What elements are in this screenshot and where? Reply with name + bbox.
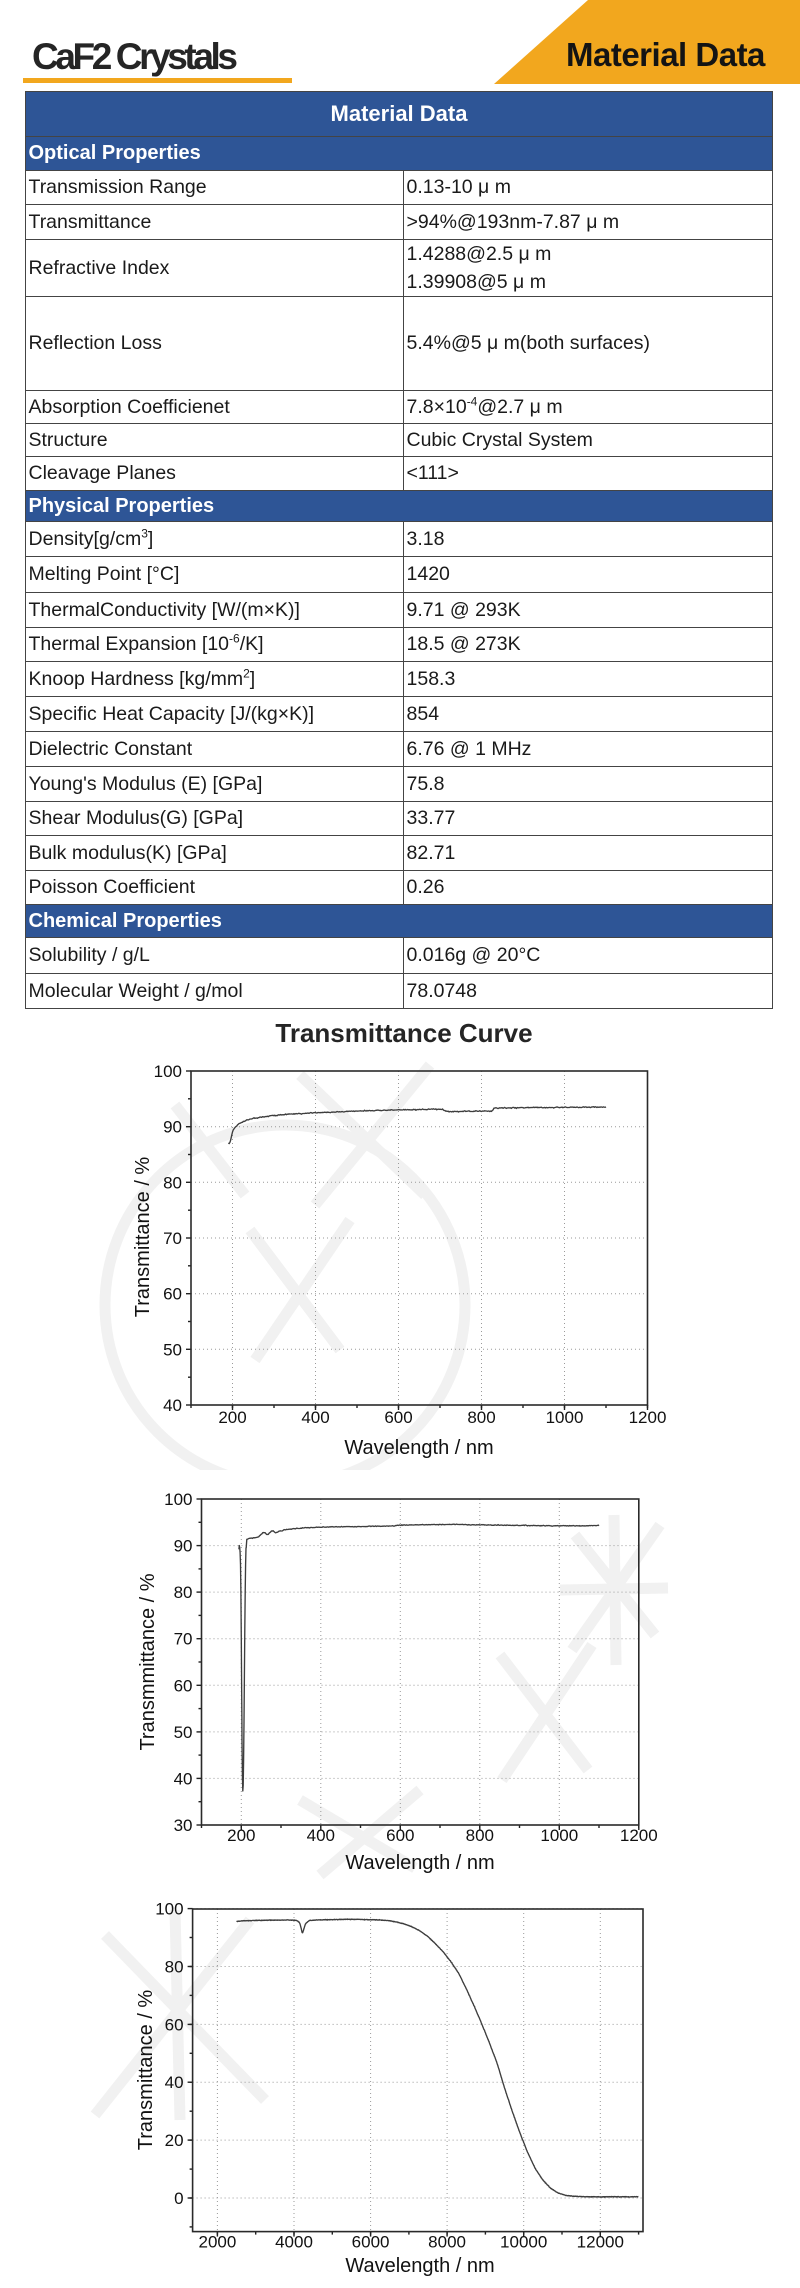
svg-text:200: 200 (218, 1408, 246, 1427)
svg-text:100: 100 (164, 1490, 192, 1509)
svg-text:30: 30 (174, 1816, 193, 1835)
svg-text:4000: 4000 (275, 2233, 313, 2252)
svg-text:Wavelength / nm: Wavelength / nm (345, 1852, 494, 1874)
svg-text:80: 80 (163, 1173, 182, 1192)
svg-text:600: 600 (386, 1826, 414, 1845)
svg-text:400: 400 (307, 1826, 335, 1845)
svg-text:90: 90 (174, 1537, 193, 1556)
svg-text:70: 70 (174, 1630, 193, 1649)
svg-text:40: 40 (163, 1396, 182, 1415)
svg-text:200: 200 (227, 1826, 255, 1845)
svg-text:800: 800 (466, 1826, 494, 1845)
svg-text:70: 70 (163, 1229, 182, 1248)
svg-text:12000: 12000 (577, 2233, 624, 2252)
svg-text:600: 600 (384, 1408, 412, 1427)
svg-text:60: 60 (165, 2015, 184, 2034)
svg-text:100: 100 (154, 1062, 182, 1081)
svg-text:0: 0 (174, 2189, 183, 2208)
svg-text:Transmittance / %: Transmittance / % (135, 1990, 157, 2151)
svg-text:40: 40 (174, 1769, 193, 1788)
svg-text:20: 20 (165, 2131, 184, 2150)
svg-text:2000: 2000 (198, 2233, 236, 2252)
svg-text:Transmmittance / %: Transmmittance / % (137, 1573, 159, 1750)
svg-text:1200: 1200 (620, 1826, 658, 1845)
svg-text:Wavelength / nm: Wavelength / nm (344, 1437, 493, 1459)
svg-text:1200: 1200 (629, 1408, 667, 1427)
svg-text:800: 800 (467, 1408, 495, 1427)
svg-text:80: 80 (174, 1583, 193, 1602)
svg-text:50: 50 (174, 1723, 193, 1742)
svg-text:Transmittance / %: Transmittance / % (132, 1157, 154, 1318)
svg-text:40: 40 (165, 2073, 184, 2092)
svg-text:60: 60 (174, 1676, 193, 1695)
svg-text:Wavelength / nm: Wavelength / nm (345, 2255, 494, 2277)
svg-text:80: 80 (165, 1958, 184, 1977)
svg-text:90: 90 (163, 1118, 182, 1137)
svg-text:50: 50 (163, 1340, 182, 1359)
svg-text:1000: 1000 (540, 1826, 578, 1845)
svg-text:400: 400 (301, 1408, 329, 1427)
svg-text:6000: 6000 (352, 2233, 390, 2252)
svg-text:10000: 10000 (500, 2233, 547, 2252)
svg-text:1000: 1000 (546, 1408, 584, 1427)
svg-text:100: 100 (155, 1900, 183, 1919)
svg-text:8000: 8000 (428, 2233, 466, 2252)
svg-text:60: 60 (163, 1285, 182, 1304)
